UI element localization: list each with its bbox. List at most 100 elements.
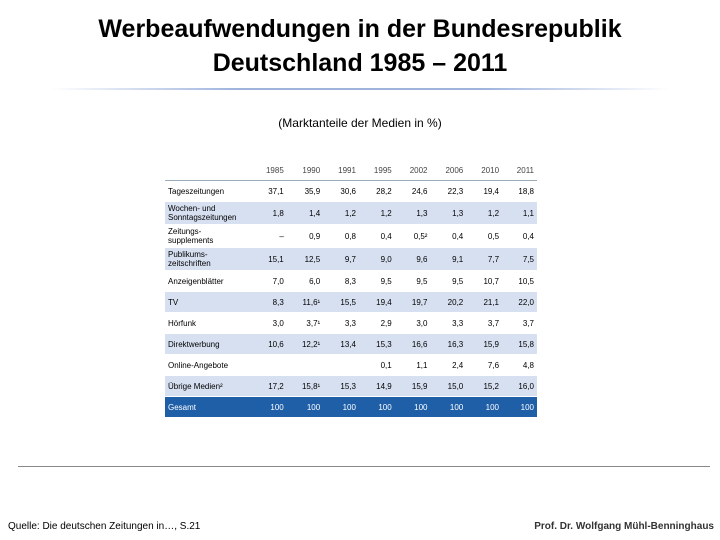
table-cell: 1,1 xyxy=(394,354,431,376)
table-cell: 9,5 xyxy=(358,270,395,292)
table-cell: 19,7 xyxy=(394,291,431,313)
table-cell: 9,5 xyxy=(394,270,431,292)
table-cell: 15,9 xyxy=(466,333,503,355)
table-cell: 2002 xyxy=(394,160,431,181)
table-cell: 0,5² xyxy=(394,224,431,248)
table-row: Online-Angebote 0,1 1,1 2,4 7,6 4,8 xyxy=(165,354,537,376)
table-row: Tageszeitungen 37,1 35,9 30,6 28,2 24,6 22,3 19… xyxy=(165,180,537,202)
table-cell: 21,1 xyxy=(466,291,503,313)
table-cell: 1995 xyxy=(358,160,395,181)
table-cell: 7,5 xyxy=(502,247,537,271)
table-cell: 19,4 xyxy=(358,291,395,313)
table-row: Wochen- und Sonntagszeitungen 1,8 1,4 1,2 1,… xyxy=(165,201,537,225)
table-cell: 1,2 xyxy=(323,201,359,225)
table-row: Anzeigenblätter 7,0 6,0 8,3 9,5 9,5 9,5 10,7 10,… xyxy=(165,270,537,292)
table-cell: 15,9 xyxy=(394,375,431,397)
table-cell: Anzeigenblätter xyxy=(165,270,251,292)
divider xyxy=(50,88,670,90)
table-cell: 28,2 xyxy=(358,180,395,202)
table-cell: 3,7 xyxy=(466,312,503,334)
table-cell: 100 xyxy=(430,396,467,418)
table-cell: 16,0 xyxy=(502,375,537,397)
table-cell: 19,4 xyxy=(466,180,503,202)
table-cell: 1990 xyxy=(286,160,324,181)
table-cell: 15,2 xyxy=(466,375,503,397)
table-cell: 0,8 xyxy=(323,224,359,248)
table-cell: TV xyxy=(165,291,251,313)
table-cell: 22,3 xyxy=(430,180,467,202)
table-cell: 15,8 xyxy=(502,333,537,355)
table-cell: 16,3 xyxy=(430,333,467,355)
table-cell: 100 xyxy=(466,396,503,418)
table-cell: 17,2 xyxy=(251,375,287,397)
table-cell: Übrige Medien² xyxy=(165,375,251,397)
table-cell: 1,4 xyxy=(286,201,324,225)
table-cell: 3,0 xyxy=(394,312,431,334)
table-cell: 7,0 xyxy=(251,270,287,292)
table-cell: Online-Angebote xyxy=(165,354,251,376)
table-cell: 3,7¹ xyxy=(286,312,324,334)
table-cell: 100 xyxy=(286,396,324,418)
table-cell: 18,8 xyxy=(502,180,537,202)
table-cell: 2,9 xyxy=(358,312,395,334)
table-row: Gesamt 100 100 100 100 100 100 100 100 xyxy=(165,396,537,418)
table-cell: 11,6¹ xyxy=(286,291,324,313)
table-cell: 100 xyxy=(394,396,431,418)
table-cell: 8,3 xyxy=(323,270,359,292)
table-cell: 13,4 xyxy=(323,333,359,355)
table-cell: 3,3 xyxy=(430,312,467,334)
table-cell: 4,8 xyxy=(502,354,537,376)
table-row: Publikums- zeitschriften 15,1 12,5 9,7 9,0 9,… xyxy=(165,247,537,271)
table-cell: 100 xyxy=(502,396,537,418)
table-cell: 0,1 xyxy=(358,354,395,376)
table-cell: Gesamt xyxy=(165,396,251,418)
table-cell: 0,4 xyxy=(358,224,395,248)
table-cell: Direktwerbung xyxy=(165,333,251,355)
table-cell: 9,6 xyxy=(394,247,431,271)
table-cell: 2006 xyxy=(430,160,467,181)
table-cell: 100 xyxy=(251,396,287,418)
table-cell: 8,3 xyxy=(251,291,287,313)
divider xyxy=(18,466,710,467)
data-table: 1985 1990 1991 1995 2002 2006 2010 2011 Tageszei… xyxy=(165,160,537,418)
table-cell xyxy=(286,354,324,376)
table-cell: 9,0 xyxy=(358,247,395,271)
table-cell: 100 xyxy=(323,396,359,418)
table-cell: Wochen- und Sonntagszeitungen xyxy=(165,201,251,225)
table-cell: 22,0 xyxy=(502,291,537,313)
table-cell: 35,9 xyxy=(286,180,324,202)
table-cell: 2010 xyxy=(466,160,503,181)
table-cell: 1,3 xyxy=(394,201,431,225)
table-cell: 0,9 xyxy=(286,224,324,248)
table-row: Zeitungs- supplements –0,9 0,8 0,4 0,5² 0,4 0,… xyxy=(165,224,537,248)
table-cell: 2,4 xyxy=(430,354,467,376)
table-cell: 16,6 xyxy=(394,333,431,355)
table-cell: 15,1 xyxy=(251,247,287,271)
table-cell: 1,1 xyxy=(502,201,537,225)
table-cell: 3,3 xyxy=(323,312,359,334)
subtitle: (Marktanteile der Medien in %) xyxy=(278,116,442,130)
table-cell: 1,2 xyxy=(358,201,395,225)
table-cell: Publikums- zeitschriften xyxy=(165,247,251,271)
table-cell: 1,3 xyxy=(430,201,467,225)
table-cell: 9,5 xyxy=(430,270,467,292)
table-cell: 1985 xyxy=(251,160,287,181)
table-cell: 2011 xyxy=(502,160,537,181)
table-cell: 30,6 xyxy=(323,180,359,202)
table-cell: Hörfunk xyxy=(165,312,251,334)
table-cell: 12,2¹ xyxy=(286,333,324,355)
table-cell: Zeitungs- supplements xyxy=(165,224,251,248)
table-cell xyxy=(165,160,251,181)
table-row: Übrige Medien² 17,2 15,8¹ 15,3 14,9 15,9 15,0 1… xyxy=(165,375,537,397)
table-cell: Tageszeitungen xyxy=(165,180,251,202)
table-cell: 9,1 xyxy=(430,247,467,271)
table-cell: 15,3 xyxy=(323,375,359,397)
table-cell: 0,4 xyxy=(502,224,537,248)
table-cell: 15,3 xyxy=(358,333,395,355)
table-cell: 14,9 xyxy=(358,375,395,397)
table-cell: 3,0 xyxy=(251,312,287,334)
table-cell: 7,6 xyxy=(466,354,503,376)
table-cell: 15,8¹ xyxy=(286,375,324,397)
title: Werbeaufwendungen in der Bundesrepublik xyxy=(98,15,622,43)
